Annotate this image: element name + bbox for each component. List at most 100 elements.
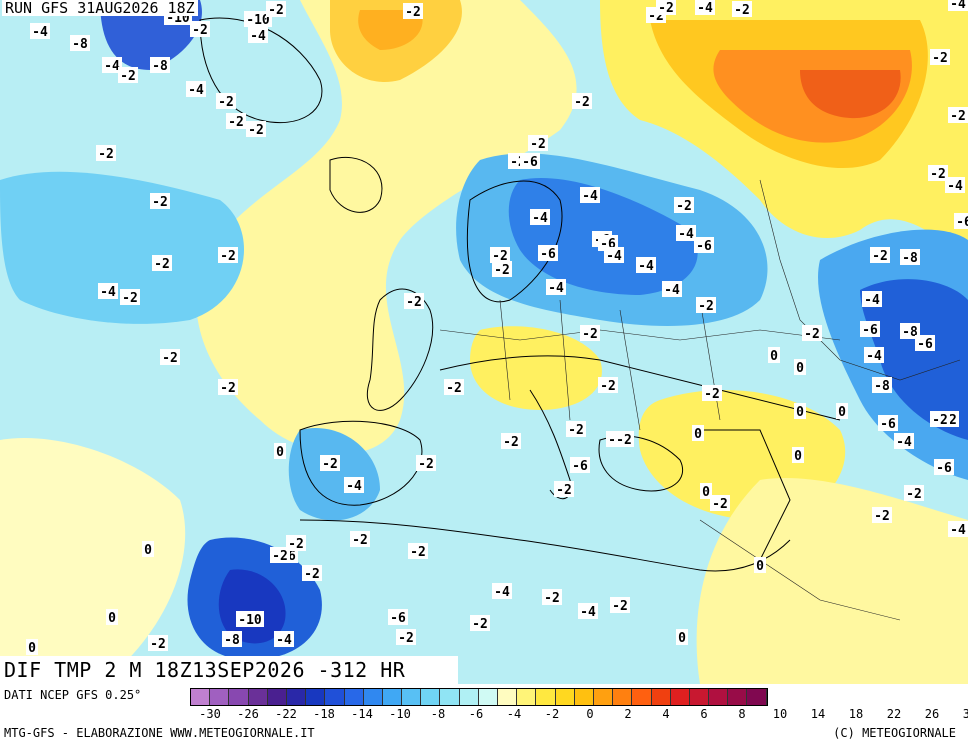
- svg-text:0: 0: [770, 349, 778, 364]
- contour-value-label: -2: [501, 433, 521, 450]
- svg-text:-2: -2: [192, 23, 208, 38]
- contour-value-label: -2: [930, 411, 950, 428]
- contour-value-label: -2: [160, 349, 180, 366]
- legend-swatch: [402, 689, 422, 705]
- legend-tick-label: 6: [700, 707, 708, 721]
- contour-value-label: -4: [344, 477, 364, 494]
- copyright-label: (C) METEOGIORNALE: [833, 726, 956, 740]
- run-header: RUN GFS 31AUG2026 18Z: [2, 0, 198, 16]
- contour-value-label: -2: [572, 93, 592, 110]
- contour-value-label: -2: [490, 247, 510, 264]
- svg-text:-2: -2: [322, 457, 338, 472]
- legend-swatch: [267, 689, 287, 705]
- svg-text:-2: -2: [405, 5, 421, 20]
- svg-text:-2: -2: [162, 351, 178, 366]
- contour-value-label: -2: [148, 635, 168, 652]
- svg-text:-2: -2: [410, 545, 426, 560]
- legend-tick-label: 18: [848, 707, 864, 721]
- svg-text:-2: -2: [932, 51, 948, 66]
- svg-text:-2: -2: [122, 291, 138, 306]
- contour-value-label: -4: [604, 247, 624, 264]
- legend-swatch: [632, 689, 652, 705]
- contour-value-label: -4: [894, 433, 914, 450]
- svg-text:-2: -2: [288, 537, 304, 552]
- contour-value-label: 0: [794, 403, 806, 420]
- contour-value-label: -2: [152, 255, 172, 272]
- svg-text:0: 0: [796, 361, 804, 376]
- contour-value-label: 0: [692, 425, 704, 442]
- svg-text:-2: -2: [600, 379, 616, 394]
- legend-tick-label: 2: [624, 707, 632, 721]
- contour-value-label: -2: [216, 93, 236, 110]
- svg-text:0: 0: [756, 559, 764, 574]
- svg-text:-8: -8: [72, 37, 88, 52]
- svg-text:-4: -4: [582, 189, 598, 204]
- contour-value-label: -4: [864, 347, 884, 364]
- svg-text:-4: -4: [947, 179, 963, 194]
- contour-value-label: -2: [404, 293, 424, 310]
- contour-value-label: -10: [244, 11, 272, 28]
- svg-text:-2: -2: [98, 147, 114, 162]
- svg-text:-2: -2: [734, 3, 750, 18]
- svg-text:-4: -4: [276, 633, 292, 648]
- svg-text:-2: -2: [228, 115, 244, 130]
- legend-swatch: [229, 689, 249, 705]
- svg-text:-4: -4: [638, 259, 654, 274]
- svg-text:-2: -2: [406, 295, 422, 310]
- svg-text:-2: -2: [150, 637, 166, 652]
- svg-text:-2: -2: [874, 509, 890, 524]
- contour-value-label: -6: [860, 321, 880, 338]
- contour-value-label: -4: [546, 279, 566, 296]
- svg-text:-4: -4: [580, 605, 596, 620]
- contour-value-label: -6: [694, 237, 714, 254]
- legend-swatch: [574, 689, 594, 705]
- svg-text:-2: -2: [418, 457, 434, 472]
- svg-text:-2: -2: [152, 195, 168, 210]
- legend-swatch: [689, 689, 710, 705]
- svg-text:-8: -8: [874, 379, 890, 394]
- svg-text:0: 0: [694, 427, 702, 442]
- legend-tick-label: 10: [772, 707, 788, 721]
- legend-tick-label: -6: [468, 707, 484, 721]
- svg-text:0: 0: [796, 405, 804, 420]
- contour-value-label: -2: [554, 481, 574, 498]
- color-scale-bar: [190, 688, 768, 706]
- legend-tick-label: 4: [662, 707, 670, 721]
- svg-text:-2: -2: [352, 533, 368, 548]
- svg-text:-4: -4: [606, 249, 622, 264]
- legend-tick-label: -30: [199, 707, 221, 721]
- svg-text:-2: -2: [698, 299, 714, 314]
- contour-value-label: -8: [222, 631, 242, 648]
- contour-value-label: -4: [636, 257, 656, 274]
- svg-text:-4: -4: [188, 83, 204, 98]
- svg-text:-2: -2: [446, 381, 462, 396]
- legend-tick-label: -2: [544, 707, 560, 721]
- svg-text:-2: -2: [704, 387, 720, 402]
- contour-value-label: -4: [662, 281, 682, 298]
- legend-tick-label: -4: [506, 707, 522, 721]
- legend-swatch: [459, 689, 479, 705]
- svg-text:-2: -2: [120, 69, 136, 84]
- contour-value-label: -2: [928, 165, 948, 182]
- svg-text:-4: -4: [532, 211, 548, 226]
- contour-value-label: -2: [614, 431, 634, 448]
- contour-value-label: -4: [862, 291, 882, 308]
- legend-tick-label: 30: [962, 707, 968, 721]
- svg-text:-8: -8: [224, 633, 240, 648]
- svg-text:-2: -2: [804, 327, 820, 342]
- contour-value-label: -2: [96, 145, 116, 162]
- legend-swatch: [613, 689, 633, 705]
- contour-value-label: -6: [915, 335, 935, 352]
- contour-value-label: -2: [656, 0, 676, 16]
- svg-text:-2: -2: [492, 249, 508, 264]
- legend-swatch: [593, 689, 614, 705]
- contour-value-label: -2: [190, 21, 210, 38]
- contour-value-label: -4: [695, 0, 715, 16]
- contour-value-label: -2: [266, 1, 286, 18]
- svg-text:-4: -4: [896, 435, 912, 450]
- contour-value-label: -2: [150, 193, 170, 210]
- contour-value-label: -2: [710, 495, 730, 512]
- contour-value-label: -2: [120, 289, 140, 306]
- legend-tick-label: -8: [430, 707, 446, 721]
- contour-value-label: -2: [598, 377, 618, 394]
